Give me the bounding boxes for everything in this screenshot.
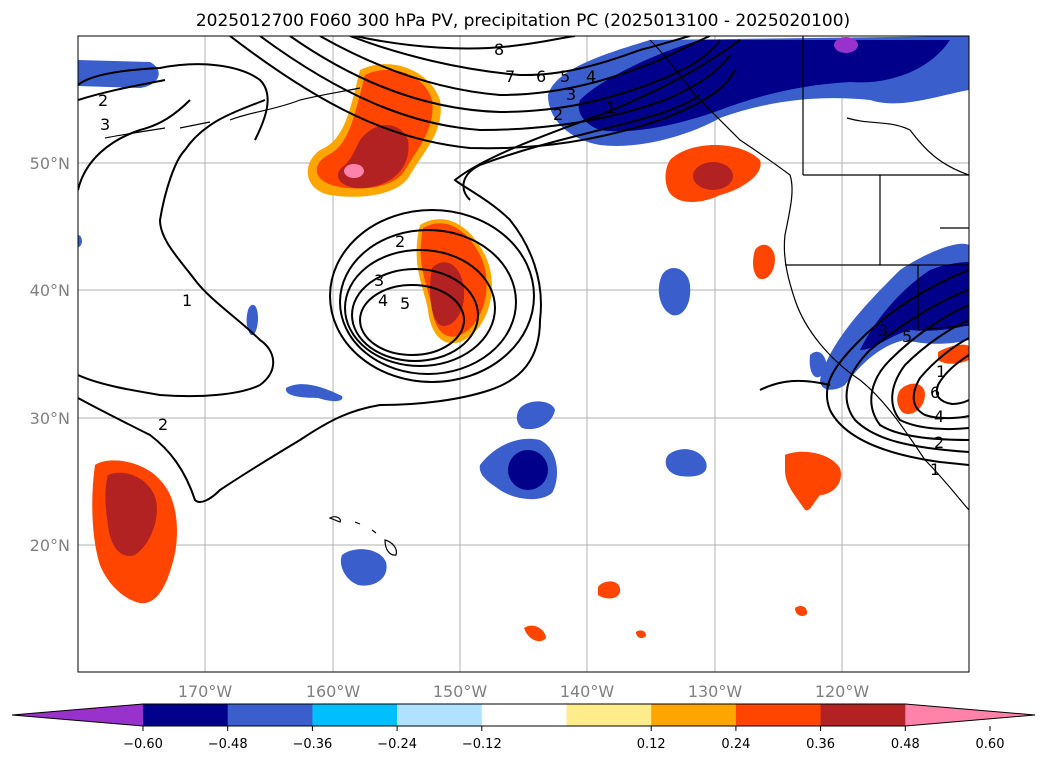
contour-label: 3 [566,85,576,104]
lon-tick-label: 130°W [688,682,743,701]
colorbar-tick-label: 0.48 [891,737,920,752]
lat-tick-label: 20°N [30,536,70,555]
lon-tick-label: 170°W [178,682,233,701]
colorbar-bin [820,704,906,726]
negative-anomaly-region [665,449,707,477]
negative-anomaly-extreme [834,37,858,53]
coastlines [104,36,969,556]
colorbar-tick-label: −0.24 [377,737,417,752]
negative-anomaly-region [78,60,159,88]
contour-label: 1 [182,291,192,310]
colorbar-tick-label: 0.24 [721,737,750,752]
contour-label: 6 [930,383,940,402]
colorbar-bin [227,704,313,726]
colorbar: −0.60 −0.48 −0.36 −0.24 −0.12 0.12 0.24 0.36 0.4… [11,703,1036,752]
negative-anomaly-region [809,351,827,378]
colorbar-bin [312,704,398,726]
colorbar-tick-label: 0.60 [976,737,1005,752]
positive-anomaly-region [795,606,808,616]
negative-anomaly-region [516,401,555,430]
colorbar-tick-label: 0.36 [806,737,835,752]
contour-label: 5 [902,327,912,346]
pv-contours [78,36,969,503]
contour-label: 2 [553,105,563,124]
colorbar-extend-min [12,704,143,726]
positive-anomaly-extreme [344,164,364,178]
positive-anomaly-peak [693,162,733,190]
colorbar-extend-max [905,704,1035,726]
lat-axis: 50°N 40°N 30°N 20°N [30,154,70,555]
positive-anomaly-region [938,344,969,364]
contour-label: 8 [494,40,504,59]
contour-label: 2 [158,415,168,434]
lon-axis: 170°W 160°W 150°W 140°W 130°W 120°W [178,682,870,701]
contour-label: 7 [505,67,515,86]
colorbar-tick-label: −0.60 [123,737,163,752]
lon-tick-label: 140°W [560,682,615,701]
positive-anomaly-region [524,625,546,642]
lon-tick-label: 120°W [815,682,870,701]
colorbar-tick-label: −0.36 [292,737,332,752]
map-title: 2025012700 F060 300 hPa PV, precipitatio… [196,11,850,31]
contour-label: 4 [586,67,596,86]
lat-tick-label: 30°N [30,409,70,428]
positive-anomaly-region [753,244,775,280]
map-frame [77,35,970,673]
colorbar-bin [735,704,822,726]
contour-label: 2 [395,232,405,251]
colorbar-bin [397,704,483,726]
positive-anomaly-region [598,581,621,599]
colorbar-bin [651,704,737,726]
contour-label: 3 [374,271,384,290]
contour-label: 3 [878,321,888,340]
contour-label: 1 [606,98,616,117]
contour-label: 1 [936,362,946,381]
negative-anomaly-region [285,384,343,402]
negative-anomaly-region [340,549,387,586]
lon-tick-label: 160°W [306,682,361,701]
contour-label: 2 [934,433,944,452]
lon-tick-label: 150°W [433,682,488,701]
contour-label: 5 [400,294,410,313]
contour-label: 1 [930,460,940,479]
positive-anomaly-peak [105,472,157,556]
colorbar-bin [143,704,229,726]
negative-anomaly-region [658,267,691,316]
colorbar-tick-label: 0.12 [637,737,666,752]
colorbar-bin [481,704,567,726]
colorbar-bin [566,704,652,726]
contour-label: 4 [378,291,388,310]
colorbar-tick-label: −0.48 [208,737,248,752]
contour-labels: 2 3 8 7 6 5 4 3 2 1 2 3 4 5 1 2 3 5 1 6 … [98,40,946,479]
positive-anomaly-region [636,630,646,639]
negative-anomaly-region [78,235,82,247]
positive-anomaly-region [897,383,925,415]
contour-label: 2 [98,91,108,110]
positive-anomaly-region [785,451,841,511]
contour-label: 6 [536,67,546,86]
contour-label: 4 [934,407,944,426]
contour-label: 5 [560,67,570,86]
map-panel: 2 3 8 7 6 5 4 3 2 1 2 3 4 5 1 2 3 5 1 6 … [78,36,969,672]
negative-anomaly-core [508,450,548,490]
lat-tick-label: 40°N [30,281,70,300]
contour-label: 3 [100,115,110,134]
negative-anomaly-region [246,304,258,336]
colorbar-tick-label: −0.12 [462,737,502,752]
lat-tick-label: 50°N [30,154,70,173]
